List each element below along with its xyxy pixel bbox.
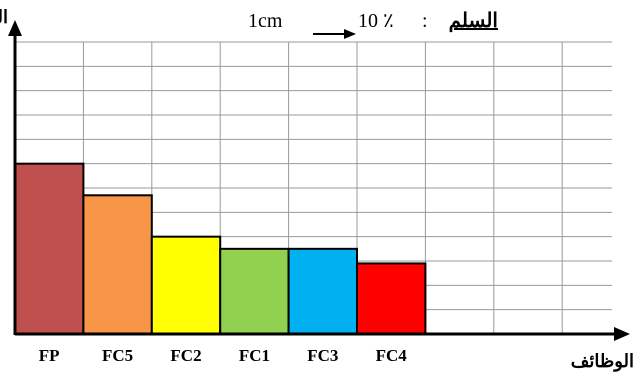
bar-fp — [14, 162, 85, 335]
axes — [8, 20, 630, 341]
category-label-fc1: FC1 — [239, 346, 270, 365]
y-axis-arrow-icon — [8, 20, 22, 36]
x-axis-arrow-icon — [614, 327, 630, 341]
scale-label: السلم — [449, 10, 498, 33]
scale-unit: 1cm — [248, 10, 283, 32]
x-axis-label: الوظائف — [571, 351, 634, 372]
scale-colon: : — [422, 10, 428, 32]
category-label-fc4: FC4 — [376, 346, 408, 365]
category-label-fc5: FC5 — [102, 346, 133, 365]
bars — [14, 162, 427, 336]
scale-legend: 1cm 10 ٪ : السلم — [248, 10, 498, 39]
scale-value: 10 ٪ — [358, 10, 394, 32]
category-label-fc3: FC3 — [307, 346, 338, 365]
bar-fc4 — [356, 262, 427, 335]
bar-fc5 — [82, 194, 153, 335]
category-label-fp: FP — [39, 346, 60, 365]
bar-fc2 — [150, 235, 222, 336]
y-axis-label: النسبة — [0, 7, 8, 27]
category-labels: FP FC5 FC2 FC1 FC3 FC4 — [39, 346, 407, 365]
category-label-fc2: FC2 — [170, 346, 201, 365]
bar-fc1 — [219, 247, 290, 335]
scale-arrow-icon — [344, 29, 356, 39]
bar-fc3 — [287, 247, 359, 335]
